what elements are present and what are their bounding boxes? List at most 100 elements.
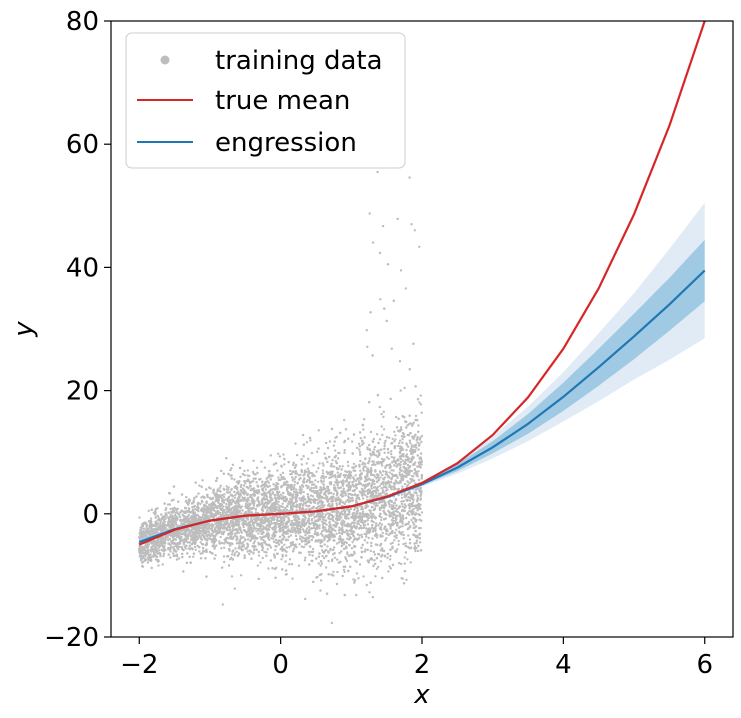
training-data-point [281, 502, 284, 505]
training-data-point [291, 496, 295, 500]
training-data-point [337, 541, 341, 544]
training-data-point [243, 497, 246, 500]
training-data-point [259, 536, 262, 539]
training-data-point [215, 544, 218, 547]
training-data-point [253, 548, 256, 551]
training-data-point [364, 548, 367, 551]
training-data-point [372, 473, 376, 477]
training-data-point [314, 519, 317, 523]
training-data-point [369, 452, 372, 455]
training-data-point [343, 418, 346, 422]
training-data-point [405, 475, 408, 479]
training-data-point [175, 558, 179, 561]
training-data-point [338, 529, 341, 532]
training-data-point [331, 558, 334, 561]
training-data-point [289, 503, 292, 506]
training-data-point [363, 490, 367, 493]
training-data-point [404, 287, 407, 290]
training-data-point [352, 462, 356, 466]
training-data-point [222, 495, 226, 499]
training-data-point [304, 501, 307, 505]
training-data-point [252, 459, 255, 462]
training-data-point [257, 554, 261, 557]
training-data-point [260, 460, 263, 463]
training-data-point [406, 424, 409, 427]
training-data-point [395, 534, 398, 537]
training-data-point [378, 451, 381, 455]
training-data-point [413, 545, 417, 548]
training-data-point [378, 405, 381, 409]
training-data-point [400, 509, 404, 512]
training-data-point [398, 451, 402, 455]
training-data-point [214, 554, 217, 557]
training-data-point [199, 524, 202, 527]
training-data-point [307, 517, 311, 520]
training-data-point [318, 527, 321, 530]
training-data-point [360, 527, 364, 530]
training-data-point [400, 469, 403, 472]
training-data-point [277, 506, 281, 510]
training-data-point [324, 566, 328, 569]
training-data-point [225, 502, 228, 506]
training-data-point [329, 464, 333, 468]
training-data-point [325, 523, 328, 526]
training-data-point [374, 575, 377, 578]
training-data-point [365, 530, 368, 533]
training-data-point [359, 437, 362, 440]
training-data-point [198, 484, 201, 487]
training-data-point [269, 516, 272, 519]
training-data-point [359, 524, 362, 527]
training-data-point [371, 440, 375, 443]
training-data-point [418, 245, 421, 248]
training-data-point [413, 229, 416, 232]
training-data-point [410, 444, 414, 447]
training-data-point [342, 547, 346, 551]
training-data-point [407, 534, 410, 537]
training-data-point [377, 565, 380, 569]
training-data-point [143, 557, 146, 560]
training-data-point [385, 528, 388, 531]
training-data-point [420, 491, 423, 494]
training-data-point [381, 473, 384, 477]
training-data-point [303, 559, 307, 562]
training-data-point [365, 329, 368, 332]
training-data-point [317, 429, 320, 432]
training-data-point [162, 552, 166, 556]
training-data-point [294, 496, 297, 499]
training-data-point [178, 515, 182, 519]
training-data-point [253, 494, 256, 498]
training-data-point [222, 487, 225, 490]
training-data-point [395, 528, 398, 531]
training-data-point [198, 550, 201, 553]
training-data-point [227, 488, 230, 491]
training-data-point [214, 499, 217, 503]
training-data-point [342, 568, 346, 571]
training-data-point [390, 450, 393, 453]
training-data-point [409, 441, 412, 445]
training-data-point [408, 499, 412, 502]
training-data-point [417, 478, 421, 482]
training-data-point [347, 517, 350, 520]
training-data-point [376, 455, 379, 459]
training-data-point [371, 537, 374, 540]
training-data-point [348, 554, 351, 558]
training-data-point [362, 524, 365, 527]
training-data-point [285, 483, 288, 486]
training-data-point [332, 486, 336, 490]
training-data-point [417, 470, 420, 473]
training-data-point [322, 480, 325, 483]
training-data-point [407, 445, 410, 448]
training-data-point [262, 539, 265, 542]
training-data-point [230, 467, 233, 470]
training-data-point [342, 473, 345, 477]
training-data-point [334, 475, 337, 479]
training-data-point [324, 528, 327, 531]
training-data-point [180, 522, 183, 525]
training-data-point [298, 537, 302, 540]
training-data-point [341, 574, 344, 578]
training-data-point [361, 467, 365, 470]
training-data-point [297, 474, 300, 477]
training-data-point [243, 539, 247, 542]
training-data-point [406, 433, 409, 437]
training-data-point [282, 453, 285, 456]
